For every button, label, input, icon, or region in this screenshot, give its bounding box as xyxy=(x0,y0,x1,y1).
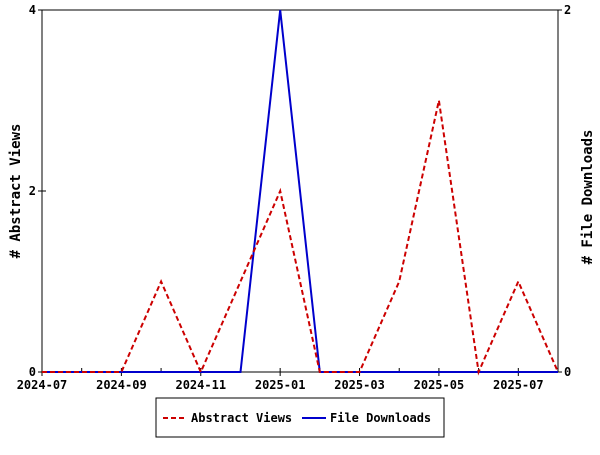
x-axis: 2024-07 2024-09 2024-11 2025-01 2025-03 2025-… xyxy=(17,368,559,392)
y-left-tick-label: 2 xyxy=(29,184,36,198)
series-layer xyxy=(42,9,559,376)
x-tick-label: 2025-07 xyxy=(493,378,544,392)
legend-box xyxy=(155,397,445,438)
y-right-tick-label: 0 xyxy=(564,365,571,379)
y-axis-left: 0 2 4 xyxy=(29,3,46,379)
x-tick-label: 2024-11 xyxy=(175,378,226,392)
x-tick-label: 2025-05 xyxy=(414,378,465,392)
legend-label-abstract-views: Abstract Views xyxy=(191,411,292,425)
series-line-file-downloads xyxy=(42,9,558,373)
x-tick-label: 2024-09 xyxy=(96,378,147,392)
legend: Abstract Views File Downloads xyxy=(155,397,445,438)
series-line-abstract-views xyxy=(42,100,559,376)
y-right-tick-label: 2 xyxy=(564,3,571,17)
y-left-tick-label: 4 xyxy=(29,3,36,17)
y-axis-left-title: # Abstract Views xyxy=(8,124,24,259)
x-tick-label: 2024-07 xyxy=(17,378,68,392)
y-left-tick-label: 0 xyxy=(29,365,36,379)
y-axis-right: 02 xyxy=(554,3,571,379)
x-tick-label: 2025-03 xyxy=(334,378,385,392)
legend-label-file-downloads: File Downloads xyxy=(330,411,431,425)
x-tick-label: 2025-01 xyxy=(255,378,306,392)
y-axis-right-title: # File Downloads xyxy=(580,130,596,265)
